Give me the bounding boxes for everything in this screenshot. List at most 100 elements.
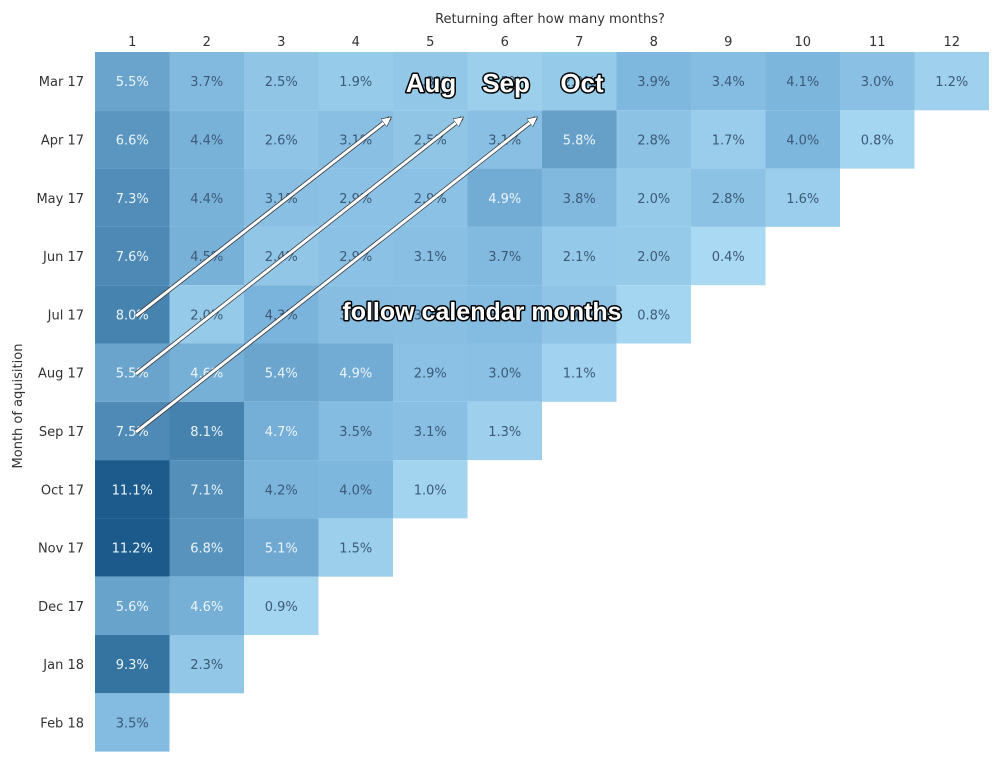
heatmap-cell xyxy=(244,518,319,577)
heatmap-cell xyxy=(393,168,468,227)
cell-label: 2.0% xyxy=(637,250,670,265)
callout-month-label: Sep xyxy=(482,68,530,98)
column-tick-label: 10 xyxy=(794,35,811,50)
heatmap-cell xyxy=(542,110,617,169)
heatmap-cells: 5.5% 3.7% 2.5% 1.9% 2.3% 1.5% 2.0% 3.9% 3.4% 4.1%… xyxy=(95,52,989,752)
row-tick-label: Jan 18 xyxy=(42,658,84,673)
cell-label: 4.0% xyxy=(786,133,819,148)
column-tick-label: 4 xyxy=(352,35,360,50)
heatmap-cell xyxy=(95,168,170,227)
heatmap-cell xyxy=(393,226,468,286)
heatmap-cell xyxy=(95,693,170,752)
callout-month-label: Oct xyxy=(560,68,604,98)
heatmap-cell xyxy=(169,52,244,111)
column-tick-label: 9 xyxy=(724,35,732,50)
heatmap-cell xyxy=(244,226,319,286)
heatmap-cell xyxy=(840,110,915,169)
cell-label: 5.6% xyxy=(116,600,149,615)
heatmap-cell xyxy=(467,168,542,227)
heatmap-cell xyxy=(542,226,617,286)
heatmap-cell xyxy=(244,52,319,111)
cell-label: 11.1% xyxy=(112,483,153,498)
cell-label: 4.2% xyxy=(265,483,298,498)
cell-label: 4.4% xyxy=(190,192,223,207)
annotation-arrow xyxy=(135,118,462,376)
cell-label: 2.1% xyxy=(563,250,596,265)
cell-label: 1.6% xyxy=(786,192,819,207)
heatmap-cell xyxy=(318,401,393,461)
cell-label: 8.1% xyxy=(190,425,223,440)
heatmap-cell xyxy=(169,168,244,227)
heatmap-cell xyxy=(169,576,244,635)
heatmap-cell xyxy=(393,285,468,344)
heatmap-cell xyxy=(616,226,691,286)
heatmap-cell xyxy=(691,168,766,227)
heatmap-cell xyxy=(542,285,617,344)
heatmap-cell xyxy=(244,168,319,227)
cell-label: 5.4% xyxy=(265,367,298,382)
row-tick-label: Oct 17 xyxy=(41,483,84,498)
callout-caption: follow calendar months xyxy=(342,298,621,326)
heatmap-cell xyxy=(840,52,915,111)
cell-label: 1.7% xyxy=(712,133,745,148)
row-tick-label: Aug 17 xyxy=(38,367,84,382)
heatmap-cell xyxy=(244,460,319,519)
cell-label: 3.2% xyxy=(414,308,447,323)
callout-month-label: Aug xyxy=(406,68,457,98)
heatmap-cell xyxy=(616,168,691,227)
cell-label: 2.5% xyxy=(265,75,298,90)
heatmap-cell xyxy=(244,110,319,169)
heatmap-cell xyxy=(95,401,170,461)
heatmap-cell xyxy=(95,635,170,694)
heatmap-cell xyxy=(393,401,468,461)
cell-label: 1.0% xyxy=(414,483,447,498)
row-ticks: Mar 17 Apr 17 May 17 Jun 17 Jul 17 Aug 17 Sep … xyxy=(36,75,84,731)
cell-label: 0.9% xyxy=(265,600,298,615)
heatmap-cell xyxy=(169,343,244,402)
heatmap-cell xyxy=(393,52,468,111)
row-tick-label: Sep 17 xyxy=(39,425,84,440)
cell-label: 3.0% xyxy=(861,75,894,90)
row-tick-label: Jun 17 xyxy=(42,250,84,265)
heatmap-cell xyxy=(616,110,691,169)
cell-label: 5.1% xyxy=(265,542,298,557)
heatmap-cell xyxy=(765,110,840,169)
cell-label: 3.7% xyxy=(488,250,521,265)
cell-label: 1.1% xyxy=(563,367,596,382)
heatmap-cell xyxy=(765,52,840,111)
heatmap-cell xyxy=(318,343,393,402)
heatmap-cell xyxy=(169,401,244,461)
cell-label: 11.2% xyxy=(112,542,153,557)
heatmap-cell xyxy=(95,226,170,286)
heatmap-cell xyxy=(765,168,840,227)
cell-label: 9.3% xyxy=(116,658,149,673)
row-tick-label: Jul 17 xyxy=(47,308,84,323)
cell-label: 5.5% xyxy=(116,75,149,90)
cell-label: 1.5% xyxy=(488,75,521,90)
cell-label: 3.1% xyxy=(414,425,447,440)
cell-label: 0.8% xyxy=(861,133,894,148)
column-tick-label: 12 xyxy=(943,35,960,50)
cell-label: 0.4% xyxy=(712,250,745,265)
cell-label: 0.8% xyxy=(637,308,670,323)
column-tick-label: 3 xyxy=(277,35,285,50)
heatmap-cell xyxy=(691,52,766,111)
cell-label: 4.6% xyxy=(190,600,223,615)
annotation-arrows xyxy=(134,116,536,434)
heatmap-cell xyxy=(244,576,319,635)
heatmap-cell xyxy=(244,285,319,344)
cell-label: 2.8% xyxy=(712,192,745,207)
cell-label: 4.4% xyxy=(190,133,223,148)
cell-label: 2.6% xyxy=(265,133,298,148)
cell-label: 1.2% xyxy=(935,75,968,90)
heatmap-cell xyxy=(691,226,766,286)
cell-label: 6.6% xyxy=(116,133,149,148)
cell-label: 6.8% xyxy=(190,542,223,557)
heatmap-cell xyxy=(244,401,319,461)
y-axis-title: Month of aquisition xyxy=(11,344,26,469)
cell-label: 7.6% xyxy=(116,250,149,265)
cell-label: 2.3% xyxy=(414,75,447,90)
heatmap-cell xyxy=(691,110,766,169)
cell-label: 4.9% xyxy=(339,367,372,382)
cell-label: 4.1% xyxy=(786,75,819,90)
